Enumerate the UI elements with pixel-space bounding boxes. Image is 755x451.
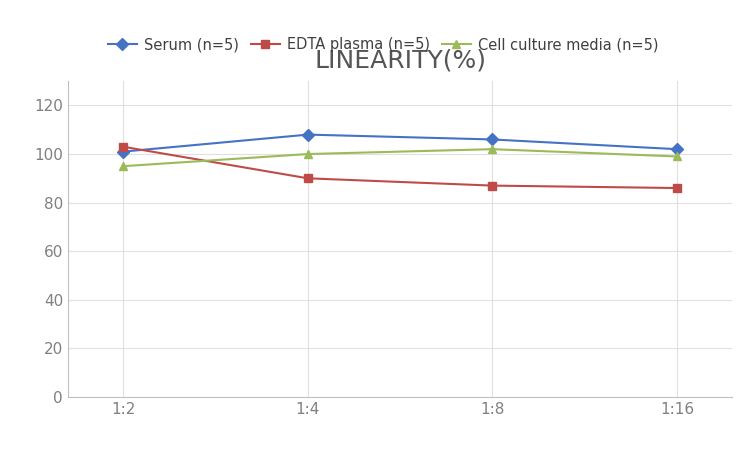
Cell culture media (n=5): [488, 147, 497, 152]
Line: Serum (n=5): Serum (n=5): [119, 130, 681, 156]
EDTA plasma (n=5): [673, 185, 682, 191]
Cell culture media (n=5): [673, 154, 682, 159]
Title: LINEARITY(%): LINEARITY(%): [314, 48, 486, 72]
Legend: Serum (n=5), EDTA plasma (n=5), Cell culture media (n=5): Serum (n=5), EDTA plasma (n=5), Cell cul…: [102, 32, 664, 58]
Line: EDTA plasma (n=5): EDTA plasma (n=5): [119, 143, 681, 192]
Line: Cell culture media (n=5): Cell culture media (n=5): [119, 145, 681, 170]
EDTA plasma (n=5): [488, 183, 497, 189]
Cell culture media (n=5): [304, 152, 313, 157]
Serum (n=5): [673, 147, 682, 152]
Serum (n=5): [488, 137, 497, 142]
Serum (n=5): [304, 132, 313, 137]
Serum (n=5): [119, 149, 128, 154]
EDTA plasma (n=5): [119, 144, 128, 149]
EDTA plasma (n=5): [304, 175, 313, 181]
Cell culture media (n=5): [119, 163, 128, 169]
